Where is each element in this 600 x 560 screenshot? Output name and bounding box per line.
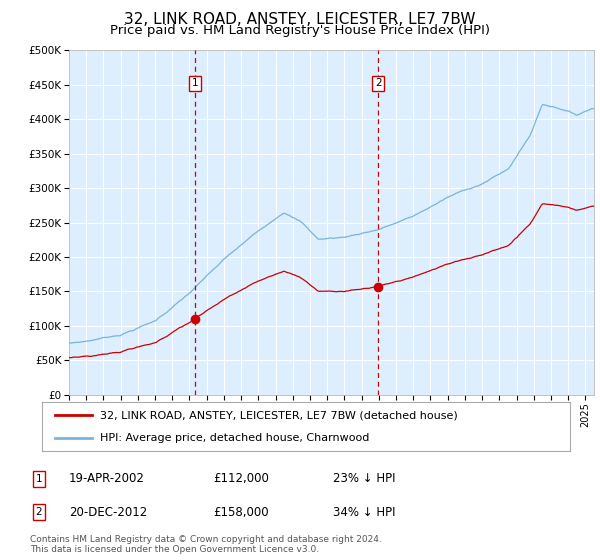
Text: 19-APR-2002: 19-APR-2002 xyxy=(69,472,145,486)
Text: 34% ↓ HPI: 34% ↓ HPI xyxy=(333,506,395,519)
Text: 20-DEC-2012: 20-DEC-2012 xyxy=(69,506,147,519)
Text: £112,000: £112,000 xyxy=(213,472,269,486)
Text: 32, LINK ROAD, ANSTEY, LEICESTER, LE7 7BW: 32, LINK ROAD, ANSTEY, LEICESTER, LE7 7B… xyxy=(124,12,476,27)
Text: This data is licensed under the Open Government Licence v3.0.: This data is licensed under the Open Gov… xyxy=(30,545,319,554)
Text: Price paid vs. HM Land Registry's House Price Index (HPI): Price paid vs. HM Land Registry's House … xyxy=(110,24,490,36)
Text: Contains HM Land Registry data © Crown copyright and database right 2024.: Contains HM Land Registry data © Crown c… xyxy=(30,535,382,544)
Text: 23% ↓ HPI: 23% ↓ HPI xyxy=(333,472,395,486)
Text: £158,000: £158,000 xyxy=(213,506,269,519)
Text: 1: 1 xyxy=(35,474,43,484)
Text: 2: 2 xyxy=(35,507,43,517)
Text: 32, LINK ROAD, ANSTEY, LEICESTER, LE7 7BW (detached house): 32, LINK ROAD, ANSTEY, LEICESTER, LE7 7B… xyxy=(100,410,458,421)
Text: 2: 2 xyxy=(375,78,382,88)
Text: 1: 1 xyxy=(191,78,198,88)
Text: HPI: Average price, detached house, Charnwood: HPI: Average price, detached house, Char… xyxy=(100,433,370,444)
